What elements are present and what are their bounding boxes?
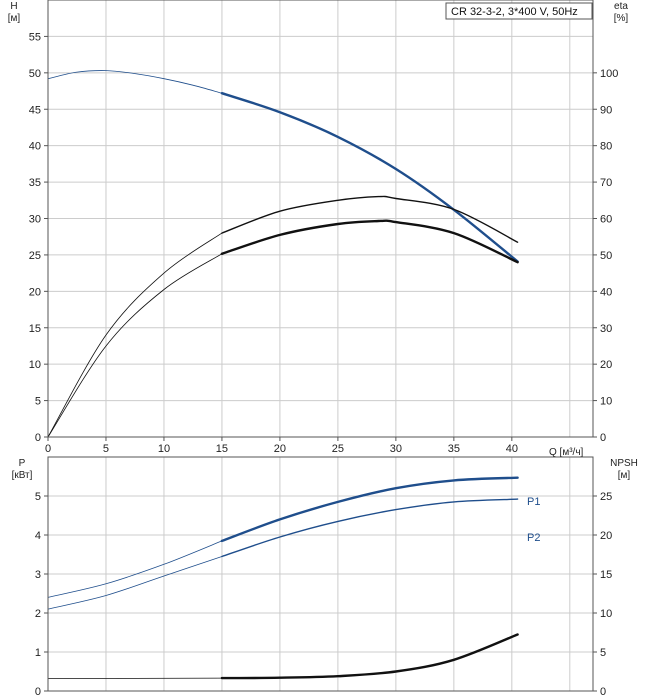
top-y2tick-label: 70 (600, 177, 612, 189)
top-ylabel-right: eta (614, 1, 628, 12)
xtick-label: 5 (103, 443, 109, 455)
top-y2tick-label: 90 (600, 104, 612, 116)
xtick-label: 10 (158, 443, 170, 455)
bottom-y2tick-label: 15 (600, 569, 612, 581)
top-y2tick-label: 60 (600, 214, 612, 226)
top-y2tick-label: 40 (600, 286, 612, 298)
top-series-0 (47, 70, 223, 94)
xtick-label: 30 (390, 443, 402, 455)
top-ytick-label: 10 (29, 359, 41, 371)
bottom-y2tick-label: 20 (600, 530, 612, 542)
xtick-label: 20 (274, 443, 286, 455)
top-series-2 (47, 232, 223, 438)
top-y2tick-label: 20 (600, 359, 612, 371)
bottom-panel-curves (47, 476, 519, 680)
top-y2tick-label: 50 (600, 250, 612, 262)
top-panel-curves (47, 70, 519, 438)
curve-label-p1: P1 (527, 496, 540, 508)
top-y2tick-label: 0 (600, 432, 606, 444)
top-xlabel: Q [м³/ч] (549, 447, 584, 458)
top-y2tick-label: 100 (600, 68, 618, 80)
xtick-label: 40 (506, 443, 518, 455)
bottom-ylabel-right-unit: [м] (618, 470, 631, 481)
curve-label-p2: P2 (527, 532, 540, 544)
xtick-label: 25 (332, 443, 344, 455)
top-series-5 (220, 219, 519, 264)
top-ytick-label: 40 (29, 141, 41, 153)
top-ylabel-right-unit: [%] (614, 13, 629, 24)
bottom-ytick-label: 1 (35, 647, 41, 659)
top-ytick-label: 15 (29, 323, 41, 335)
top-ytick-label: 55 (29, 31, 41, 43)
bottom-series-2 (47, 556, 223, 610)
chart-title: CR 32-3-2, 3*400 V, 50Hz (451, 6, 578, 18)
top-series-1 (220, 92, 519, 263)
top-series-3 (221, 195, 519, 243)
bottom-panel-grid (47, 456, 593, 692)
top-ytick-label: 35 (29, 177, 41, 189)
bottom-ylabel-right: NPSH (610, 458, 638, 469)
bottom-ytick-label: 5 (35, 491, 41, 503)
top-ylabel-left-unit: [м] (8, 13, 21, 24)
bottom-series-3 (221, 498, 519, 558)
top-ytick-label: 5 (35, 396, 41, 408)
bottom-ytick-label: 0 (35, 686, 41, 698)
bottom-y2tick-label: 10 (600, 608, 612, 620)
top-ytick-label: 25 (29, 250, 41, 262)
bottom-ytick-label: 3 (35, 569, 41, 581)
bottom-series-0 (47, 540, 223, 598)
xtick-label: 35 (448, 443, 460, 455)
top-y2tick-label: 10 (600, 396, 612, 408)
bottom-y2tick-label: 0 (600, 686, 606, 698)
top-panel-grid (47, 0, 593, 438)
top-ytick-label: 20 (29, 286, 41, 298)
tick-labels: 0510152025303540455055010203040506070809… (29, 31, 619, 698)
top-ytick-label: 50 (29, 68, 41, 80)
bottom-ytick-label: 4 (35, 530, 41, 542)
xtick-label: 15 (216, 443, 228, 455)
bottom-y2tick-label: 25 (600, 491, 612, 503)
top-y2tick-label: 80 (600, 141, 612, 153)
bottom-ylabel-left-unit: [кВт] (12, 470, 33, 481)
bottom-series-5 (220, 633, 519, 680)
title-box (445, 2, 593, 20)
xtick-label: 0 (45, 443, 51, 455)
top-ytick-label: 45 (29, 104, 41, 116)
bottom-ylabel-left: P (19, 458, 26, 469)
top-ytick-label: 30 (29, 214, 41, 226)
top-ylabel-left: H (10, 1, 17, 12)
top-ytick-label: 0 (35, 432, 41, 444)
top-y2tick-label: 30 (600, 323, 612, 335)
top-series-4 (47, 253, 223, 438)
bottom-y2tick-label: 5 (600, 647, 606, 659)
bottom-series-1 (220, 476, 519, 543)
bottom-ytick-label: 2 (35, 608, 41, 620)
